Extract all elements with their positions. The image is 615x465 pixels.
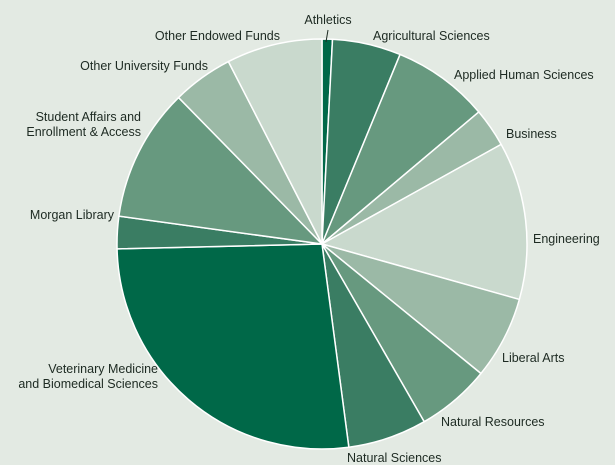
label-liberal-arts: Liberal Arts bbox=[502, 351, 565, 365]
label-morgan-library: Morgan Library bbox=[30, 208, 115, 222]
label-veterinary-medicine-and-biomedical-sciences: Veterinary Medicine and Biomedical Scienc… bbox=[18, 362, 158, 391]
label-business: Business bbox=[506, 127, 557, 141]
leader-athletics bbox=[325, 29, 329, 43]
label-natural-sciences: Natural Sciences bbox=[347, 451, 442, 465]
slice-other-endowed-funds bbox=[227, 38, 323, 245]
label-applied-human-sciences: Applied Human Sciences bbox=[454, 68, 594, 82]
slice-labels: Athletics Agricultural Sciences Applied Hu… bbox=[18, 13, 599, 465]
label-engineering: Engineering bbox=[533, 232, 600, 246]
label-student-affairs-and-enrollment-and-access: Student Affairs and Enrollment & Access bbox=[26, 110, 141, 139]
slice-veterinary-medicine-and-biomedical-sciences bbox=[116, 243, 350, 450]
label-athletics: Athletics bbox=[304, 13, 351, 27]
label-other-endowed-funds: Other Endowed Funds bbox=[155, 29, 280, 43]
label-natural-resources: Natural Resources bbox=[441, 415, 545, 429]
pie-slices bbox=[116, 38, 528, 450]
slice-student-affairs-and-enrollment-and-access bbox=[118, 96, 323, 245]
slice-applied-human-sciences bbox=[321, 53, 480, 245]
slice-engineering bbox=[321, 143, 528, 301]
leader-lines bbox=[325, 29, 329, 43]
label-other-university-funds: Other University Funds bbox=[80, 59, 208, 73]
label-agricultural-sciences: Agricultural Sciences bbox=[373, 29, 490, 43]
